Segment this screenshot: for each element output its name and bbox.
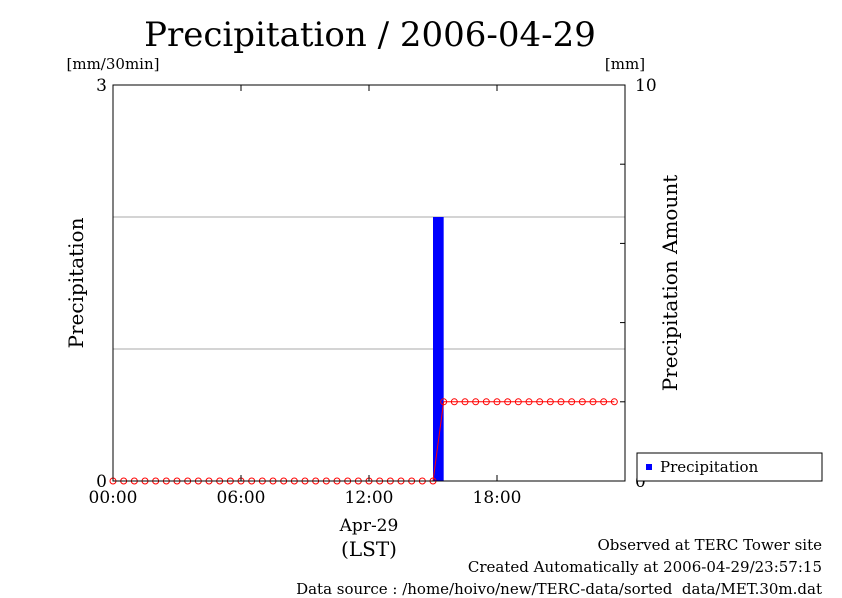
cumulative-point [504,398,512,406]
created-note: Created Automatically at 2006-04-29/23:5… [467,558,822,576]
precipitation-bar [433,217,444,481]
x-axis-date-label: Apr-29 [339,516,399,536]
cumulative-point [578,398,586,406]
x-tick-label: 00:00 [89,488,138,508]
x-tick-label: 06:00 [217,488,266,508]
right-tick-label: 10 [635,76,657,96]
x-axis-timezone-label: (LST) [341,537,397,561]
cumulative-point [514,398,522,406]
chart-title: Precipitation / 2006-04-29 [144,15,596,55]
cumulative-point [589,398,597,406]
cumulative-point [600,398,608,406]
legend-box [636,452,823,482]
right-tick-label: 0 [635,472,646,492]
cumulative-series [109,398,618,485]
legend-label-precipitation: Precipitation [660,458,759,476]
data-source-note: Data source : /home/hoivo/new/TERC-data/… [296,580,822,598]
left-axis-label: Precipitation [64,217,88,348]
left-tick-label: 0 [96,472,107,492]
cumulative-point [610,398,618,406]
legend: Precipitation [636,452,823,482]
cumulative-point [546,398,554,406]
cumulative-line [113,401,615,482]
left-axis-unit: [mm/30min] [67,55,160,73]
axis-ticks: 00:00 06:00 12:00 18:00 0 3 0 10 [89,76,657,508]
cumulative-point [493,398,501,406]
cumulative-point [440,398,448,406]
cumulative-point [525,398,533,406]
cumulative-point [557,398,565,406]
cumulative-point [461,398,469,406]
cumulative-point [472,398,480,406]
x-tick-label: 18:00 [473,488,522,508]
x-tick-label: 12:00 [345,488,394,508]
gridlines [113,216,625,350]
legend-swatch-precipitation [646,464,652,470]
right-axis-unit: [mm] [605,55,645,73]
cumulative-point [482,398,490,406]
left-tick-label: 3 [96,76,107,96]
cumulative-point [568,398,576,406]
observed-note: Observed at TERC Tower site [597,536,822,554]
cumulative-point [536,398,544,406]
precipitation-bars [433,217,444,481]
plot-frame [112,84,626,482]
cumulative-point [450,398,458,406]
right-axis-label: Precipitation Amount [658,175,682,392]
